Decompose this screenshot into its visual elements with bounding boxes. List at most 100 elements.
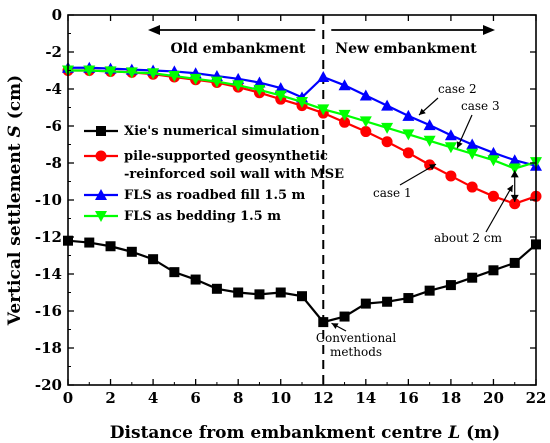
data-point	[382, 296, 393, 307]
y-tick-label: -6	[45, 117, 62, 135]
data-point	[147, 68, 160, 80]
data-point	[487, 155, 500, 167]
conventional-label: Conventional	[316, 331, 397, 345]
data-point	[466, 138, 479, 150]
y-axis-title: Vertical settlement S (cm)	[5, 75, 25, 326]
x-tick-label: 4	[148, 389, 158, 407]
data-point	[210, 76, 223, 88]
old-embankment-arrowhead	[148, 25, 160, 35]
methods-label: methods	[330, 345, 382, 359]
y-tick-label: -16	[35, 302, 62, 320]
x-tick-label: 10	[270, 389, 291, 407]
about-2cm-pointer-head	[506, 185, 513, 193]
series-line	[67, 239, 537, 324]
legend-marker	[95, 150, 107, 162]
y-tick-label: 0	[52, 6, 62, 24]
x-tick-label: 8	[233, 389, 243, 407]
data-point	[381, 136, 393, 148]
axes: 0 2 4 6 8 10 12 14 16 18 20 22 0 -2 -4 -6 -8 -10 -12 -14 -16…	[35, 6, 547, 407]
data-point	[360, 126, 372, 138]
y-tick-label: -10	[35, 191, 62, 209]
x-tick-label: 22	[526, 389, 547, 407]
x-tick-label: 16	[398, 389, 419, 407]
conventional-pointer-head	[331, 323, 339, 329]
plot-marks	[62, 15, 542, 385]
data-point	[444, 142, 457, 154]
data-point	[274, 90, 287, 102]
legend: Xie's numerical simulation pile-supported…	[84, 124, 344, 224]
data-point	[466, 148, 479, 160]
data-point	[508, 163, 521, 175]
data-point	[509, 198, 521, 210]
x-tick-label: 20	[483, 389, 504, 407]
old-embankment-label: Old embankment	[170, 41, 306, 57]
data-point	[211, 283, 222, 294]
data-point	[466, 181, 478, 193]
data-point	[190, 274, 201, 285]
data-point	[381, 99, 394, 111]
legend-label: FLS as roadbed fill 1.5 m	[124, 188, 306, 203]
data-point	[189, 73, 202, 85]
data-point	[403, 293, 414, 304]
x-tick-label: 12	[313, 389, 334, 407]
data-point	[296, 96, 308, 108]
case-1-pointer-head	[429, 164, 437, 171]
data-point	[254, 289, 265, 300]
overlay: Xie's numerical simulation pile-supported…	[84, 25, 519, 359]
data-point	[339, 311, 350, 322]
data-point	[339, 116, 351, 128]
data-point	[423, 135, 436, 147]
case-3-pointer-head	[456, 141, 463, 149]
legend-label: pile-supported geosynthetic	[124, 149, 328, 164]
data-point	[168, 71, 181, 83]
y-tick-label: -2	[45, 43, 62, 61]
y-tick-label: -14	[35, 265, 62, 283]
data-point	[467, 272, 478, 283]
case-1-pointer	[399, 163, 437, 186]
y-tick-label: -4	[45, 80, 62, 98]
data-point	[338, 79, 351, 91]
legend-label: -reinforced soil wall with MSE	[124, 167, 344, 182]
data-point	[148, 254, 159, 265]
data-point	[402, 129, 415, 141]
data-point	[381, 122, 394, 134]
series-4	[62, 65, 542, 175]
x-tick-label: 2	[105, 389, 115, 407]
case-2-label: case 2	[438, 82, 477, 96]
data-point	[84, 237, 95, 248]
new-embankment-arrowhead	[483, 25, 495, 35]
data-point	[125, 67, 138, 79]
data-point	[275, 287, 286, 298]
data-point	[169, 267, 180, 278]
legend-marker	[96, 126, 106, 136]
legend-label: FLS as bedding 1.5 m	[124, 209, 281, 224]
about-2cm-pointer	[485, 184, 514, 233]
series-1	[63, 235, 541, 328]
data-point	[509, 257, 520, 268]
x-axis-title: Distance from embankment centre L (m)	[110, 423, 500, 443]
data-point	[402, 109, 415, 121]
case-3-label: case 3	[461, 99, 500, 113]
x-tick-label: 14	[355, 389, 376, 407]
data-point	[104, 66, 117, 78]
data-point	[487, 146, 500, 158]
data-point	[488, 265, 499, 276]
case-1-label: case 1	[373, 186, 412, 200]
data-point	[233, 287, 244, 298]
x-tick-label: 6	[190, 389, 200, 407]
about-2cm-label: about 2 cm	[434, 231, 503, 245]
data-point	[338, 109, 351, 121]
data-point	[487, 190, 499, 202]
about-2cm-head-top	[510, 170, 519, 178]
annotations: case 2 case 3 case 1 about 2 cm Conventional…	[316, 82, 519, 359]
x-tick-label: 18	[440, 389, 461, 407]
legend-label: Xie's numerical simulation	[124, 124, 320, 139]
data-point	[317, 70, 330, 82]
data-point	[359, 116, 372, 128]
data-point	[105, 241, 116, 252]
y-tick-label: -18	[35, 339, 62, 357]
data-point	[424, 285, 435, 296]
legend-marker	[95, 189, 107, 200]
legend-marker	[95, 211, 107, 222]
